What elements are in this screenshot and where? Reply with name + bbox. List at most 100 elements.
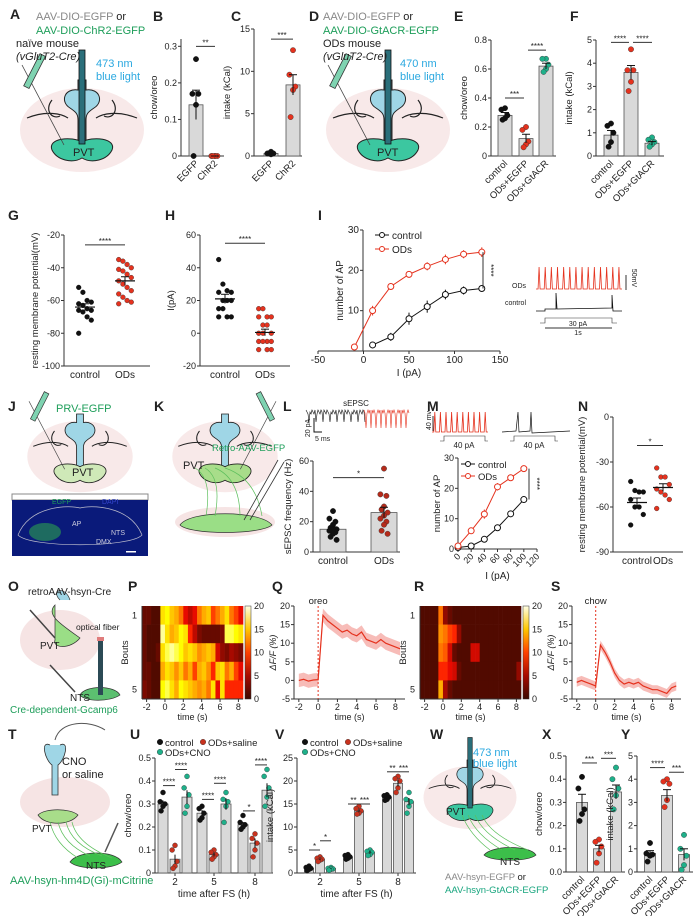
heatmap-cell xyxy=(484,643,490,663)
heatmap-cell xyxy=(160,680,166,700)
data-point-ODs xyxy=(423,262,431,270)
x-tick-label: 8 xyxy=(395,877,401,888)
colorbar-tick-label: 20 xyxy=(532,601,542,611)
mouse-line: (vGluT2-Cre) xyxy=(16,51,81,63)
data-point xyxy=(378,527,385,534)
heatmap-cell xyxy=(192,643,198,663)
y-tick-label: 0.8 xyxy=(474,35,487,45)
heatmap-cell xyxy=(187,606,193,625)
y-axis-label: Bouts xyxy=(398,640,409,665)
syringe-icon xyxy=(104,822,119,853)
syringe-icon xyxy=(49,664,76,693)
panel-letter-m: M xyxy=(427,398,439,414)
data-point xyxy=(404,810,410,816)
projection-line xyxy=(65,821,103,857)
stain-egfp: EGFP xyxy=(52,499,72,506)
data-point xyxy=(256,314,262,320)
bar-ChR2 xyxy=(285,84,301,157)
data-point xyxy=(683,852,690,859)
significance-label: **** xyxy=(99,237,111,246)
panel-letter-e: E xyxy=(454,8,464,24)
heatmap-cell xyxy=(146,661,152,681)
data-point xyxy=(184,773,190,780)
panel-letter-v: V xyxy=(275,726,285,742)
legend-label: ODs+CNO xyxy=(165,748,211,759)
heatmap-cell xyxy=(420,680,425,700)
heatmap-cell xyxy=(461,606,467,625)
heatmap-cell xyxy=(475,680,480,700)
brain-outline xyxy=(332,112,444,119)
data-point xyxy=(681,831,687,838)
data-point-control xyxy=(441,291,449,299)
data-point xyxy=(256,347,262,353)
heatmap-cell xyxy=(164,680,170,700)
pvt-region xyxy=(198,463,252,484)
x-tick-label: 8 xyxy=(252,877,258,888)
optical-fiber xyxy=(98,640,103,695)
heatmap-cell xyxy=(507,661,513,681)
pvt-region xyxy=(37,809,79,824)
y-axis-label: sEPSC frequency (Hz) xyxy=(283,459,294,555)
heatmap-cell xyxy=(442,606,448,625)
data-point-control xyxy=(387,333,395,341)
x-tick-label: 5 xyxy=(211,877,217,888)
sepsc-label: sEPSC xyxy=(343,399,369,408)
heatmap-cell xyxy=(201,661,207,681)
significance-label: **** xyxy=(163,778,175,787)
heatmap-cell xyxy=(183,661,189,681)
tubing xyxy=(54,722,106,741)
y-tick-label: 15 xyxy=(280,620,290,630)
control-ap-trace xyxy=(536,292,622,312)
data-point xyxy=(268,330,274,336)
heatmap-cell xyxy=(442,643,448,663)
y-tick-label: -20 xyxy=(183,361,196,371)
region-nts: NTS xyxy=(500,857,520,868)
y-tick-label: 30 xyxy=(348,225,360,236)
x-tick-label: 0 xyxy=(593,702,598,712)
y-axis-label: resting membrane potential(mV) xyxy=(30,233,41,369)
colorbar xyxy=(244,605,252,700)
heatmap-cell xyxy=(456,680,462,700)
data-point xyxy=(377,491,384,498)
data-point-ODs xyxy=(460,250,468,258)
heatmap-cell xyxy=(502,661,508,681)
data-point xyxy=(610,806,617,813)
heatmap-cell xyxy=(424,643,430,663)
y-axis-label: intake (kCal) xyxy=(605,787,616,840)
series-line-control xyxy=(457,499,525,548)
colorbar-tick-label: 15 xyxy=(254,624,264,634)
brain-outline xyxy=(428,784,512,789)
x-axis-label: time after FS (h) xyxy=(320,889,392,900)
data-point-ODs xyxy=(350,343,358,351)
data-point xyxy=(326,867,332,873)
x-tick-label: control xyxy=(210,370,240,381)
data-point xyxy=(327,533,334,540)
sem-band xyxy=(576,640,677,698)
data-point-control xyxy=(494,524,501,532)
heatmap-cell xyxy=(429,624,435,644)
data-point xyxy=(498,106,505,113)
heatmap-cell xyxy=(215,680,221,700)
data-point xyxy=(201,810,207,816)
heatmap-cell xyxy=(424,624,430,644)
heatmap-cell xyxy=(224,661,230,681)
series-line-ODs xyxy=(353,251,482,348)
data-point xyxy=(223,789,229,796)
heatmap-cell xyxy=(197,624,202,644)
x-tick-label: EGFP xyxy=(175,158,201,184)
data-point xyxy=(576,818,583,824)
y-tick-label: 0.6 xyxy=(474,64,487,74)
data-point xyxy=(157,799,163,805)
colorbar-tick-label: 5 xyxy=(532,671,537,681)
x-tick-label: ODs xyxy=(255,370,275,381)
heatmap-cell xyxy=(433,624,439,644)
panel-letter-x: X xyxy=(542,726,552,742)
data-point xyxy=(662,474,668,480)
recording-pipette xyxy=(243,459,285,521)
y-axis-label: I(pA) xyxy=(166,290,177,311)
bar-control xyxy=(497,115,513,157)
heatmap-cell xyxy=(178,606,184,625)
data-point xyxy=(304,868,310,874)
heatmap-cell xyxy=(164,606,170,625)
